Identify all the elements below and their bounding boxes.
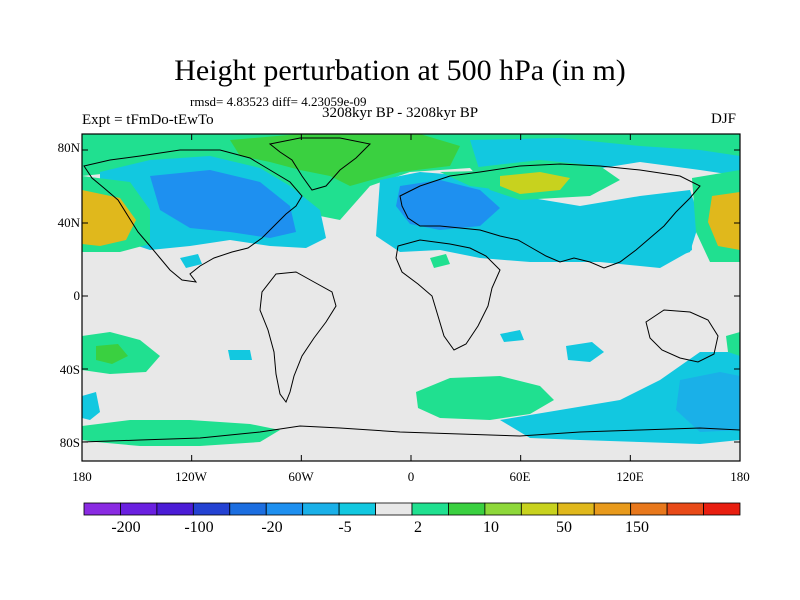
colorbar-swatch [302,502,340,516]
colorbar-swatch [83,502,121,516]
colorbar-label: -20 [261,519,283,536]
indian-ocean-cyan [566,342,604,362]
colorbar-swatch [265,502,304,516]
contour-fill-layer [82,134,740,461]
colorbar-swatch [448,502,486,516]
time-period-label: 3208kyr BP - 3208kyr BP [322,105,479,121]
axis-ticks [81,134,741,461]
south-america-coast [259,271,337,404]
colorbar-swatch [484,502,522,516]
south-pacific-cyan [82,392,100,420]
colorbar-swatch [593,502,632,516]
south-pacific-limegreen-core [96,344,128,364]
colorbar-label: 50 [556,519,572,536]
experiment-label: Expt = tFmDo-tEwTo [82,112,214,128]
southern-ocean-green-band [82,420,280,446]
lon-tick-label: 60E [509,469,531,484]
siberia-yellowgreen-core [500,172,570,194]
colorbar-swatch [156,502,194,516]
antarctica-coast [81,425,741,443]
southern-indian-lightblue-core [676,372,740,432]
tasman-green-patch [726,332,740,356]
coastlines [81,137,741,443]
north-america-coast [83,149,303,283]
greenland-limegreen [230,134,460,186]
colorbar-swatch [666,502,704,516]
atlantic-green-patch [430,254,450,268]
africa-coast [395,239,501,351]
gulf-cyan-patch [180,254,202,268]
plot-title: Height perturbation at 500 hPa (in m) [174,54,626,87]
europe-blue-core [396,180,500,230]
colorbar-swatch [229,502,267,516]
north-america-blue-core [150,170,296,238]
lat-tick-label: 40S [59,362,80,377]
colorbar-label: -200 [111,519,141,536]
colorbar-swatch [630,502,668,516]
east-pacific-orange-core [82,190,136,246]
colorbar-swatch [192,502,231,516]
colorbar-swatch [520,502,559,516]
colorbar-label: 150 [625,519,649,536]
australia-coast [645,309,719,363]
southern-indian-cyan-band [500,352,740,444]
west-pacific-orange-core [708,192,740,250]
colorbar-label: -100 [184,519,214,536]
colorbar-swatch [338,502,376,516]
season-label: DJF [711,111,737,127]
lon-tick-label: 0 [407,469,415,484]
colorbar-label: 10 [483,519,499,536]
colorbar-swatch [375,502,413,516]
lon-tick-label: 180 [72,469,92,484]
south-atlantic-cyan-small [500,330,524,342]
lat-tick-label: 40N [57,215,80,230]
south-atlantic-green [416,376,554,420]
lat-tick-label: 80S [59,435,80,450]
lon-tick-label: 120E [616,469,644,484]
colorbar-label: 2 [414,519,422,536]
colorbar-swatch [703,502,741,516]
eurasia-coast [399,163,701,269]
colorbar-swatch [120,502,158,516]
lon-tick-label: 60W [288,469,314,484]
colorbar [83,502,741,516]
greenland-coast [268,137,372,191]
lat-tick-label: 80N [57,140,80,155]
west-pacific-cyan [640,190,700,262]
colorbar-swatch [557,502,595,516]
colorbar-swatch [411,502,449,516]
rmsd-diff-stats: rmsd= 4.83523 diff= 4.23059e-09 [190,94,367,109]
lon-tick-label: 120W [175,469,207,484]
lon-tick-label: 180 [730,469,750,484]
lat-tick-label: 0 [73,288,81,303]
south-pacific-small-cyan [228,350,252,360]
colorbar-label: -5 [338,519,352,536]
